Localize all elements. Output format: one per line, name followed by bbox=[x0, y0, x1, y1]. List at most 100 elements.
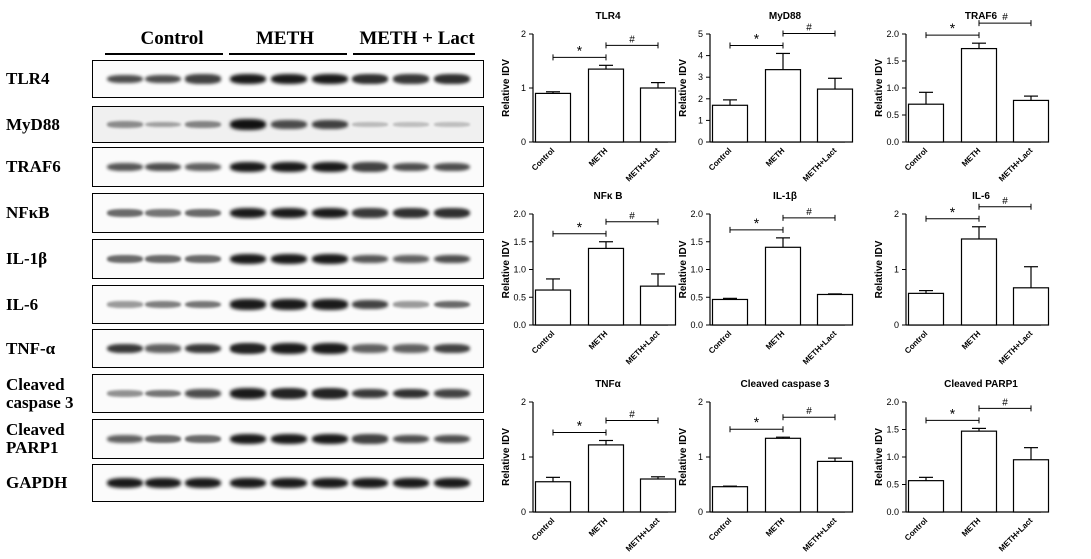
blot-band bbox=[107, 390, 143, 397]
blot-row-label: Cleaved PARP1 bbox=[6, 420, 65, 457]
x-tick-label: METH bbox=[587, 516, 610, 539]
blot-band bbox=[352, 434, 388, 444]
blot-band bbox=[230, 161, 266, 173]
blot-band bbox=[145, 121, 181, 128]
blot-band bbox=[393, 434, 429, 444]
y-axis-label: Relative IDV bbox=[678, 240, 689, 298]
blot-row-label: TNF-α bbox=[6, 338, 56, 358]
y-tick-label: 1 bbox=[894, 265, 899, 275]
sig-star: * bbox=[577, 418, 583, 434]
chart-panel: Cleaved PARP1 0.0 0.5 1.0 1.5 2.0 Relative IDV… bbox=[874, 379, 1050, 553]
bar bbox=[587, 444, 625, 513]
blot-band bbox=[185, 343, 221, 354]
blot-band bbox=[312, 161, 348, 173]
y-tick-label: 0.5 bbox=[690, 292, 703, 302]
x-tick-label: METH+Lact bbox=[801, 146, 839, 184]
y-tick-label: 0.0 bbox=[690, 320, 703, 330]
bar bbox=[1012, 459, 1050, 513]
sig-star: * bbox=[754, 215, 760, 231]
chart-title: TNFα bbox=[595, 379, 621, 390]
sig-hash: # bbox=[806, 406, 812, 417]
bar bbox=[816, 88, 854, 143]
x-tick-label: Control bbox=[530, 146, 556, 172]
bar bbox=[1012, 99, 1050, 143]
bar bbox=[587, 247, 625, 326]
blot-band bbox=[393, 162, 429, 172]
blot-band bbox=[271, 343, 307, 354]
blot-band bbox=[230, 343, 266, 354]
blot-band bbox=[185, 121, 221, 128]
sig-hash: # bbox=[629, 34, 635, 45]
western-blot-figure: Control METH METH + Lact TLR4 MyD88 TRAF6 N… bbox=[0, 0, 490, 559]
blot-band bbox=[145, 477, 181, 489]
x-tick-label: Control bbox=[903, 516, 929, 542]
blot-row-label: MyD88 bbox=[6, 114, 60, 134]
blot-band bbox=[312, 299, 348, 310]
chart-panel: IL-6 0 1 2 Relative IDV Control METH METH+Lact *… bbox=[874, 191, 1050, 366]
x-tick-label: Control bbox=[903, 329, 929, 355]
blot-band bbox=[271, 253, 307, 265]
x-tick-label: METH bbox=[764, 329, 787, 352]
blot-band bbox=[145, 162, 181, 172]
x-tick-label: Control bbox=[530, 516, 556, 542]
y-tick-label: 2 bbox=[521, 397, 526, 407]
x-tick-label: Control bbox=[530, 329, 556, 355]
blot-row-label: NFκB bbox=[6, 203, 50, 222]
blot-band bbox=[107, 343, 143, 354]
chart-panel: MyD88 0 1 2 3 4 5 Relative IDV Control METH METH+L… bbox=[678, 11, 854, 184]
bar bbox=[764, 246, 802, 326]
chart-panel: TLR4 0 1 2 Relative IDV Control METH METH+Lact *… bbox=[501, 11, 677, 183]
blot-band bbox=[312, 119, 348, 130]
bar bbox=[907, 292, 945, 326]
blot-band bbox=[434, 162, 470, 172]
blot-band bbox=[271, 207, 307, 219]
x-tick-label: METH bbox=[764, 146, 787, 169]
y-tick-label: 1.0 bbox=[513, 265, 526, 275]
blot-band bbox=[271, 388, 307, 399]
blot-band bbox=[145, 300, 181, 309]
chart-title: MyD88 bbox=[769, 11, 802, 22]
sig-hash: # bbox=[1002, 397, 1008, 408]
blot-band bbox=[352, 162, 388, 172]
blot-band bbox=[185, 209, 221, 217]
blot-band bbox=[230, 433, 266, 445]
x-tick-label: METH+Lact bbox=[997, 146, 1035, 184]
blot-band bbox=[434, 254, 470, 264]
blot-band bbox=[107, 74, 143, 84]
blot-band bbox=[352, 74, 388, 84]
group-line-meth-lact bbox=[353, 53, 475, 55]
sig-hash: # bbox=[806, 22, 812, 33]
x-tick-label: Control bbox=[707, 329, 733, 355]
blot-band bbox=[434, 434, 470, 444]
blot-band bbox=[312, 433, 348, 445]
bar bbox=[534, 92, 572, 143]
x-tick-label: Control bbox=[707, 146, 733, 172]
blot-band bbox=[352, 254, 388, 264]
sig-star: * bbox=[950, 20, 956, 36]
blot-band bbox=[312, 73, 348, 85]
y-tick-label: 1.5 bbox=[690, 237, 703, 247]
group-label-control: Control bbox=[140, 28, 204, 49]
y-tick-label: 0.0 bbox=[886, 137, 899, 147]
bar bbox=[764, 69, 802, 143]
blot-band bbox=[107, 434, 143, 444]
y-tick-label: 2.0 bbox=[886, 29, 899, 39]
y-tick-label: 2.0 bbox=[513, 209, 526, 219]
blot-band bbox=[271, 161, 307, 173]
y-axis-label: Relative IDV bbox=[501, 240, 512, 298]
chart-title: Cleaved caspase 3 bbox=[741, 379, 830, 390]
blot-band bbox=[185, 300, 221, 309]
y-tick-label: 1.0 bbox=[886, 452, 899, 462]
x-tick-label: METH bbox=[587, 329, 610, 352]
blot-band bbox=[312, 253, 348, 265]
bar bbox=[711, 486, 749, 513]
y-tick-label: 0.5 bbox=[513, 292, 526, 302]
y-tick-label: 0 bbox=[698, 137, 703, 147]
blot-band bbox=[145, 209, 181, 217]
blot-band bbox=[352, 299, 388, 310]
bar bbox=[639, 285, 677, 326]
blot-band bbox=[185, 435, 221, 443]
blot-panel bbox=[92, 285, 484, 324]
chart-panel: IL-1β 0.0 0.5 1.0 1.5 2.0 Relative IDV Control M… bbox=[678, 191, 854, 366]
blot-band bbox=[393, 74, 429, 84]
